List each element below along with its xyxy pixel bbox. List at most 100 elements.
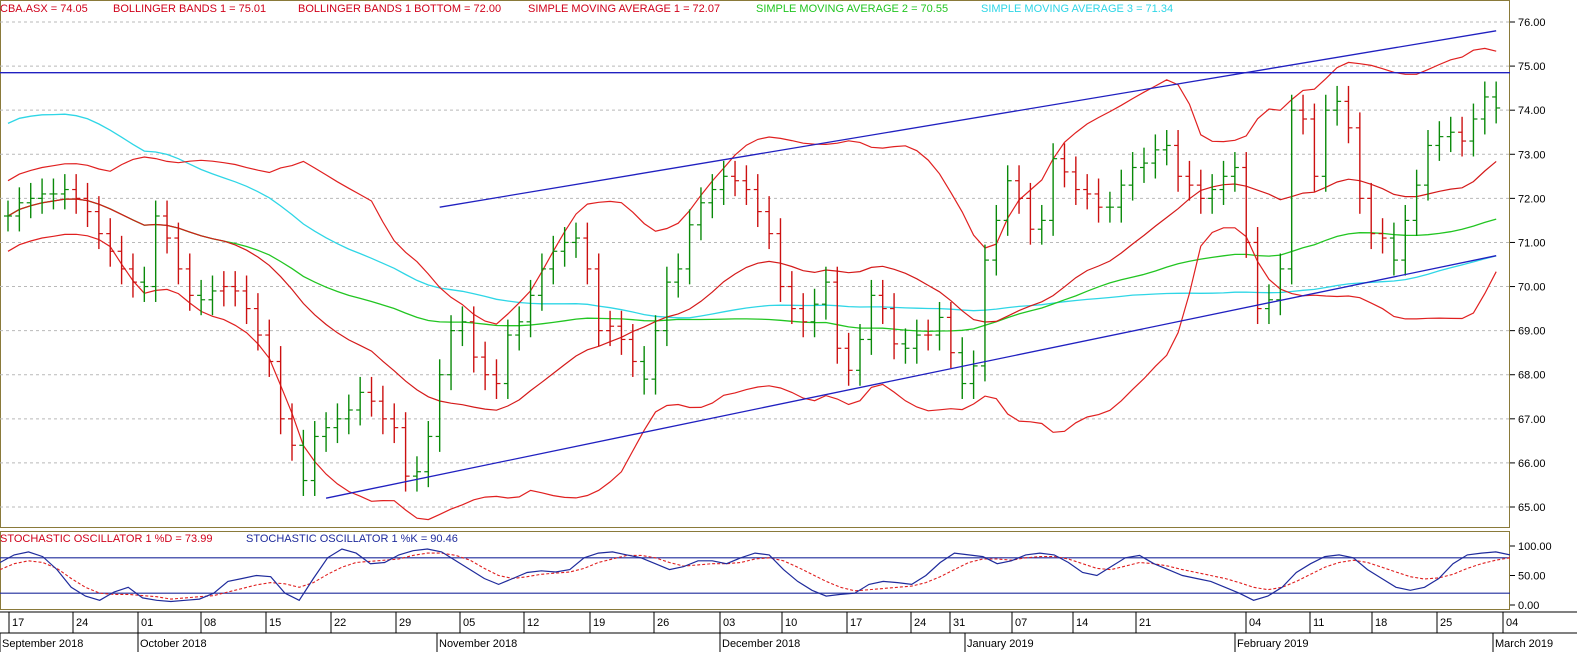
price-bar xyxy=(878,279,887,325)
price-bar xyxy=(117,235,126,285)
price-bar xyxy=(1424,130,1432,201)
price-bar xyxy=(526,279,535,338)
price-bar xyxy=(1287,94,1296,285)
price-bar xyxy=(15,187,24,232)
price-bar xyxy=(674,253,683,298)
trend-line xyxy=(325,255,1497,499)
price-bar xyxy=(208,275,217,316)
day-tick-label: 05 xyxy=(463,617,475,629)
price-bar xyxy=(322,412,331,452)
price-bar xyxy=(231,271,240,307)
price-bar xyxy=(1151,134,1160,179)
price-bar xyxy=(1060,143,1069,188)
day-tick-label: 25 xyxy=(1440,617,1452,629)
price-bar xyxy=(1219,160,1228,205)
price-bar xyxy=(174,222,183,285)
day-tick-label: 07 xyxy=(1015,617,1027,629)
price-bar xyxy=(72,174,81,214)
x-axis-day-ticks: 17 24 01 08 15 22 29 05 12 19 26 03 10 17 24 31 07 14 21 04… xyxy=(8,612,1518,633)
price-bar xyxy=(1469,103,1478,157)
bollinger-top-line xyxy=(7,47,1497,325)
price-bar xyxy=(1105,191,1114,223)
price-bar xyxy=(128,253,137,298)
legend-sma2: SIMPLE MOVING AVERAGE 2 = 70.55 xyxy=(756,3,948,15)
day-tick-label: 01 xyxy=(141,617,153,629)
price-bar xyxy=(1367,182,1376,250)
month-tick-label: March 2019 xyxy=(1495,638,1553,650)
month-tick-label: September 2018 xyxy=(2,638,83,650)
price-bar xyxy=(219,271,228,307)
price-bar xyxy=(1094,178,1103,223)
price-bar xyxy=(662,266,671,347)
price-bar xyxy=(299,429,308,496)
legend-stoch-d: STOCHASTIC OSCILLATOR 1 %D = 73.99 xyxy=(0,533,212,545)
price-bar xyxy=(1196,169,1205,214)
price-bar xyxy=(992,204,1001,276)
price-bar xyxy=(83,182,92,228)
price-bar xyxy=(310,421,319,496)
price-bar xyxy=(1003,165,1012,236)
month-tick-label: January 2019 xyxy=(967,638,1034,650)
day-tick-label: 29 xyxy=(399,617,411,629)
price-bar xyxy=(1435,121,1444,161)
price-bar xyxy=(515,306,524,351)
price-bar xyxy=(106,218,115,267)
price-bar xyxy=(1412,169,1421,236)
price-bar xyxy=(594,253,603,347)
price-bar xyxy=(787,271,796,325)
day-tick-label: 14 xyxy=(1076,617,1088,629)
legend-bb-top: BOLLINGER BANDS 1 = 75.01 xyxy=(113,3,266,15)
day-tick-label: 10 xyxy=(785,617,797,629)
price-bar xyxy=(628,324,637,377)
price-bar xyxy=(1355,112,1364,214)
price-bar xyxy=(333,403,342,444)
price-bar xyxy=(1321,94,1330,192)
day-tick-label: 08 xyxy=(204,617,216,629)
price-bar xyxy=(935,301,944,351)
stochastic-legend: STOCHASTIC OSCILLATOR 1 %D = 73.99 STOCH… xyxy=(0,533,458,545)
price-bar xyxy=(151,200,160,302)
price-bar xyxy=(560,227,569,267)
price-tick-label: 67.00 xyxy=(1518,414,1546,426)
price-bar xyxy=(140,266,149,302)
day-tick-label: 17 xyxy=(850,617,862,629)
day-tick-label: 04 xyxy=(1249,617,1261,629)
trend-lines xyxy=(0,30,1510,499)
price-bar xyxy=(401,412,410,492)
stochastic-reference-lines xyxy=(0,557,1510,594)
day-tick-label: 18 xyxy=(1375,617,1387,629)
price-bar xyxy=(856,324,864,386)
price-bar xyxy=(503,319,512,399)
price-bar xyxy=(1071,156,1080,205)
price-bar xyxy=(606,310,615,347)
price-bar xyxy=(356,376,365,426)
stochastic-lines xyxy=(0,548,1510,603)
price-tick-label: 65.00 xyxy=(1518,502,1546,514)
price-bar xyxy=(799,293,808,338)
price-tick-label: 71.00 xyxy=(1518,237,1546,249)
day-tick-label: 24 xyxy=(914,617,926,629)
sma2-line xyxy=(7,198,1497,332)
price-bar xyxy=(958,337,967,399)
price-bar xyxy=(1049,143,1058,236)
price-bar xyxy=(38,178,47,214)
price-bar xyxy=(685,209,694,285)
price-bar xyxy=(1162,130,1171,166)
price-bar xyxy=(458,306,467,347)
price-bar xyxy=(583,222,592,285)
price-bar xyxy=(276,346,285,435)
price-bar xyxy=(367,376,376,417)
day-tick-label: 17 xyxy=(12,617,24,629)
price-bar xyxy=(185,253,194,311)
price-bar xyxy=(1333,85,1342,126)
price-bar xyxy=(378,385,387,435)
price-bar xyxy=(765,196,774,250)
price-tick-label: 74.00 xyxy=(1518,105,1546,117)
legend-sma1: SIMPLE MOVING AVERAGE 1 = 72.07 xyxy=(528,3,720,15)
price-bar xyxy=(435,359,444,452)
price-bar xyxy=(719,160,728,205)
legend-stoch-k: STOCHASTIC OSCILLATOR 1 %K = 90.46 xyxy=(246,533,458,545)
price-bar xyxy=(1253,227,1262,325)
price-bar xyxy=(810,288,819,338)
